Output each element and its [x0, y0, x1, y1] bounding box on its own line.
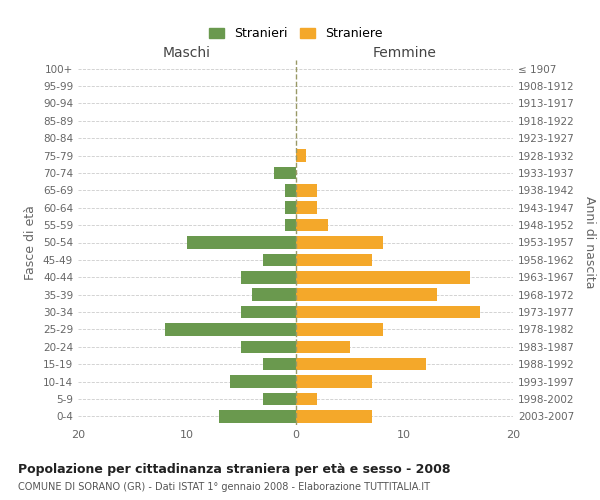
Bar — [296, 288, 437, 301]
Bar — [263, 392, 296, 405]
Bar — [220, 410, 296, 422]
Bar — [296, 254, 371, 266]
Bar — [274, 166, 296, 179]
Bar — [296, 340, 350, 353]
Bar — [296, 323, 383, 336]
Bar — [284, 184, 296, 196]
Bar — [296, 150, 307, 162]
Bar — [296, 410, 371, 422]
Text: Femmine: Femmine — [373, 46, 436, 60]
Y-axis label: Fasce di età: Fasce di età — [25, 205, 37, 280]
Bar — [252, 288, 296, 301]
Bar — [230, 376, 296, 388]
Bar — [296, 306, 481, 318]
Text: Maschi: Maschi — [163, 46, 211, 60]
Bar — [241, 271, 296, 283]
Bar — [241, 306, 296, 318]
Legend: Stranieri, Straniere: Stranieri, Straniere — [204, 22, 387, 46]
Text: Popolazione per cittadinanza straniera per età e sesso - 2008: Popolazione per cittadinanza straniera p… — [18, 462, 451, 475]
Bar — [187, 236, 296, 249]
Bar — [284, 202, 296, 214]
Bar — [263, 254, 296, 266]
Bar — [296, 376, 371, 388]
Bar — [296, 219, 328, 232]
Bar — [296, 202, 317, 214]
Bar — [241, 340, 296, 353]
Text: COMUNE DI SORANO (GR) - Dati ISTAT 1° gennaio 2008 - Elaborazione TUTTITALIA.IT: COMUNE DI SORANO (GR) - Dati ISTAT 1° ge… — [18, 482, 430, 492]
Bar — [263, 358, 296, 370]
Bar — [296, 271, 470, 283]
Bar — [165, 323, 296, 336]
Y-axis label: Anni di nascita: Anni di nascita — [583, 196, 596, 289]
Bar — [296, 184, 317, 196]
Bar — [296, 236, 383, 249]
Bar — [296, 358, 426, 370]
Bar — [296, 392, 317, 405]
Bar — [284, 219, 296, 232]
